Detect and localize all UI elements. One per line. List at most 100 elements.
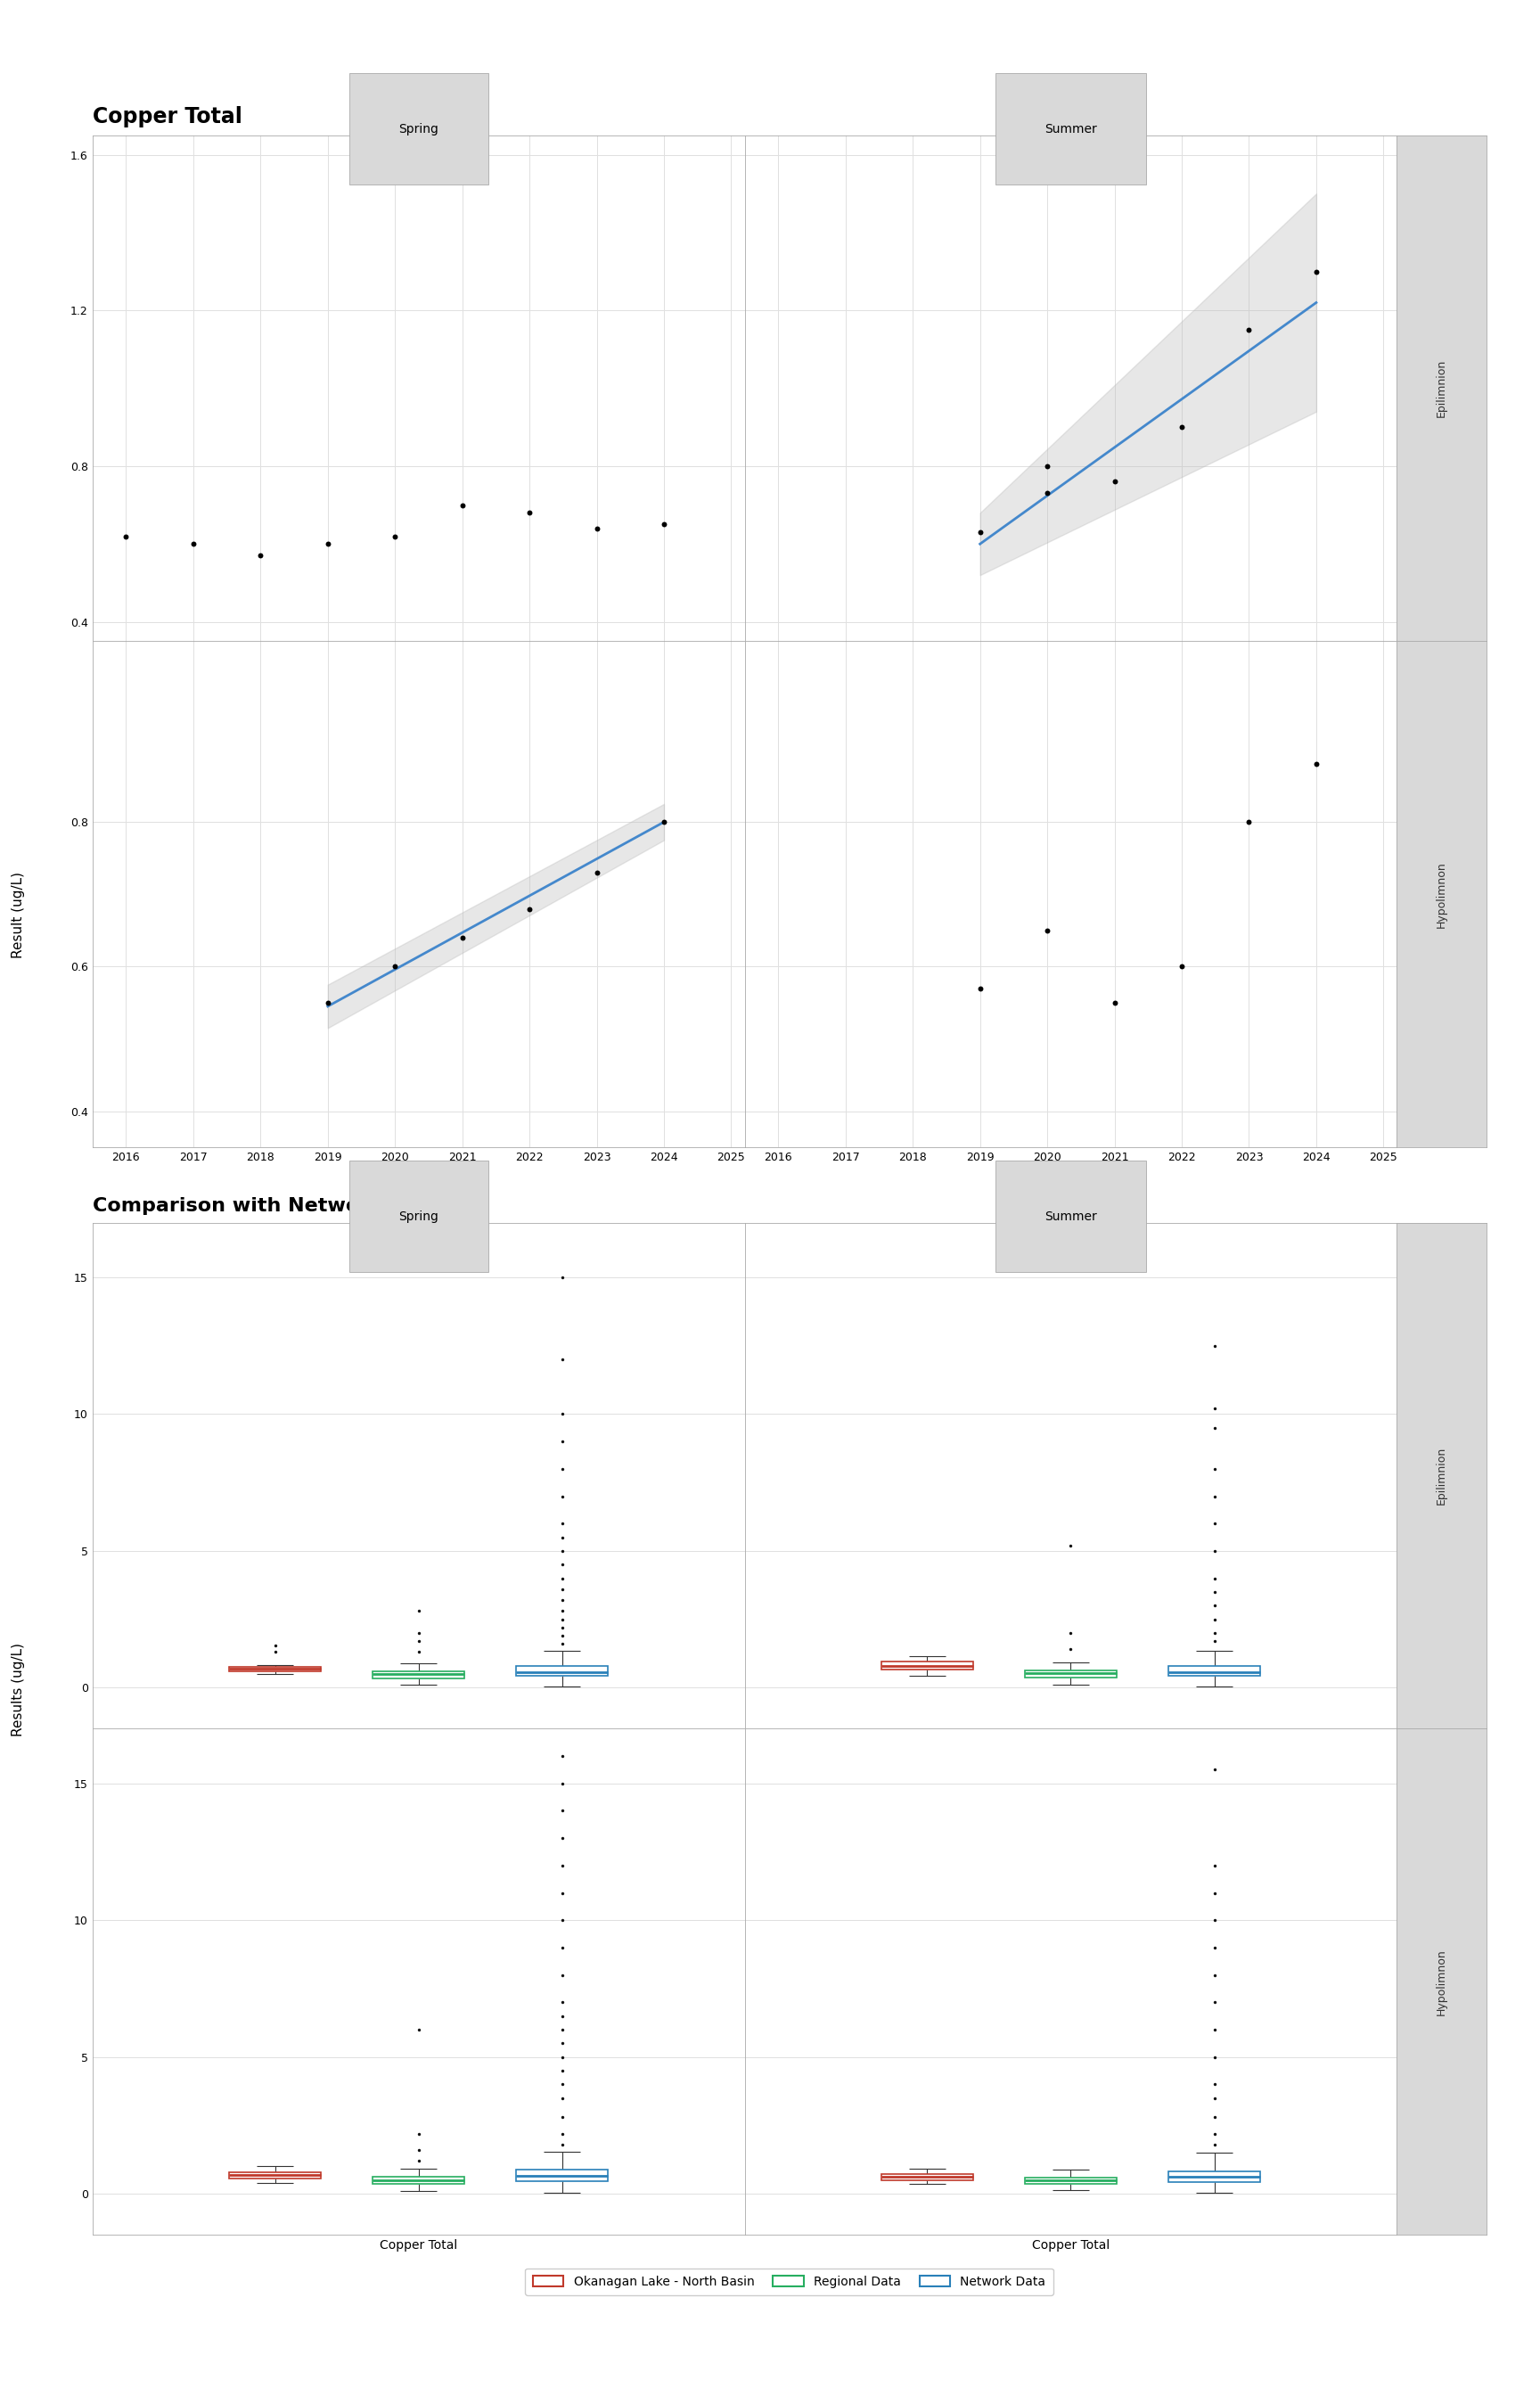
Title: Spring: Spring — [399, 122, 439, 134]
Point — [407, 1622, 431, 1660]
Point — [1103, 985, 1127, 1023]
Point — [550, 1569, 574, 1608]
Point — [1201, 1572, 1226, 1610]
Point — [550, 1819, 574, 1857]
Point — [1201, 1327, 1226, 1366]
Point — [1058, 1615, 1083, 1653]
Point — [1169, 946, 1193, 985]
Point — [1201, 2099, 1226, 2137]
Point — [1201, 1560, 1226, 1598]
Point — [550, 2125, 574, 2164]
Text: Epilimnion: Epilimnion — [1435, 1447, 1448, 1505]
Point — [407, 2010, 431, 2049]
Point — [1035, 448, 1060, 486]
Text: Result (ug/L): Result (ug/L) — [12, 872, 25, 958]
Point — [967, 968, 992, 1006]
Point — [550, 1591, 574, 1629]
Point — [1304, 745, 1329, 783]
Point — [550, 1531, 574, 1569]
Point — [248, 537, 273, 575]
Point — [550, 1339, 574, 1378]
Point — [550, 2025, 574, 2063]
Point — [1237, 803, 1261, 841]
Point — [1201, 1929, 1226, 1967]
Point — [1201, 2113, 1226, 2152]
Point — [316, 985, 340, 1023]
Bar — [373, 2178, 464, 2185]
Bar — [373, 1672, 464, 1677]
Point — [263, 1634, 288, 1672]
Point — [550, 1545, 574, 1584]
Point — [1035, 474, 1060, 513]
Title: Summer: Summer — [1044, 122, 1096, 134]
Point — [1201, 1847, 1226, 1886]
Point — [407, 2113, 431, 2152]
Point — [550, 2065, 574, 2104]
Point — [550, 1601, 574, 1639]
Point — [1201, 1450, 1226, 1488]
Point — [550, 1476, 574, 1514]
Point — [550, 2051, 574, 2089]
Point — [550, 1505, 574, 1543]
Point — [584, 510, 608, 549]
Point — [550, 1682, 574, 1720]
Point — [967, 513, 992, 551]
Point — [1304, 252, 1329, 290]
Point — [550, 2010, 574, 2049]
Point — [550, 1560, 574, 1598]
Point — [1035, 910, 1060, 949]
Point — [1201, 1622, 1226, 1660]
Point — [550, 1955, 574, 1993]
Point — [550, 1519, 574, 1557]
Point — [1201, 1601, 1226, 1639]
Point — [1058, 1526, 1083, 1565]
Point — [382, 946, 407, 985]
Point — [407, 1634, 431, 1672]
Point — [550, 1258, 574, 1296]
Point — [1201, 1751, 1226, 1790]
Point — [1201, 1955, 1226, 1993]
Point — [1201, 1984, 1226, 2022]
Bar — [229, 2171, 320, 2178]
Point — [407, 1591, 431, 1629]
Point — [517, 494, 542, 532]
Bar — [1026, 2178, 1116, 2185]
Point — [550, 1624, 574, 1663]
Point — [450, 918, 474, 956]
Point — [584, 853, 608, 891]
Bar — [881, 1663, 973, 1670]
Point — [550, 1929, 574, 1967]
Point — [1201, 1615, 1226, 1653]
Point — [1201, 1390, 1226, 1428]
Point — [517, 889, 542, 927]
Point — [550, 2113, 574, 2152]
Title: Summer: Summer — [1044, 1210, 1096, 1222]
Point — [1201, 2125, 1226, 2164]
Bar — [516, 1665, 608, 1677]
Point — [407, 2130, 431, 2168]
Point — [550, 2080, 574, 2118]
Point — [382, 518, 407, 556]
Text: Hypolimnon: Hypolimnon — [1435, 860, 1448, 927]
Point — [1201, 1531, 1226, 1569]
Point — [550, 1763, 574, 1802]
Text: Comparison with Network Data: Comparison with Network Data — [92, 1198, 442, 1215]
Point — [1201, 1409, 1226, 1447]
Point — [1237, 311, 1261, 350]
Point — [1201, 2010, 1226, 2049]
Point — [316, 525, 340, 563]
Bar — [229, 1668, 320, 1672]
Bar — [1026, 1670, 1116, 1677]
Text: Results (ug/L): Results (ug/L) — [12, 1641, 25, 1737]
Point — [550, 1394, 574, 1433]
Bar — [881, 2173, 973, 2180]
Point — [550, 1874, 574, 1912]
Point — [1201, 1874, 1226, 1912]
Point — [1103, 462, 1127, 501]
Point — [550, 1737, 574, 1775]
Point — [550, 1984, 574, 2022]
Title: Spring: Spring — [399, 1210, 439, 1222]
Point — [550, 1617, 574, 1656]
Point — [550, 1792, 574, 1831]
Bar — [516, 2171, 608, 2180]
